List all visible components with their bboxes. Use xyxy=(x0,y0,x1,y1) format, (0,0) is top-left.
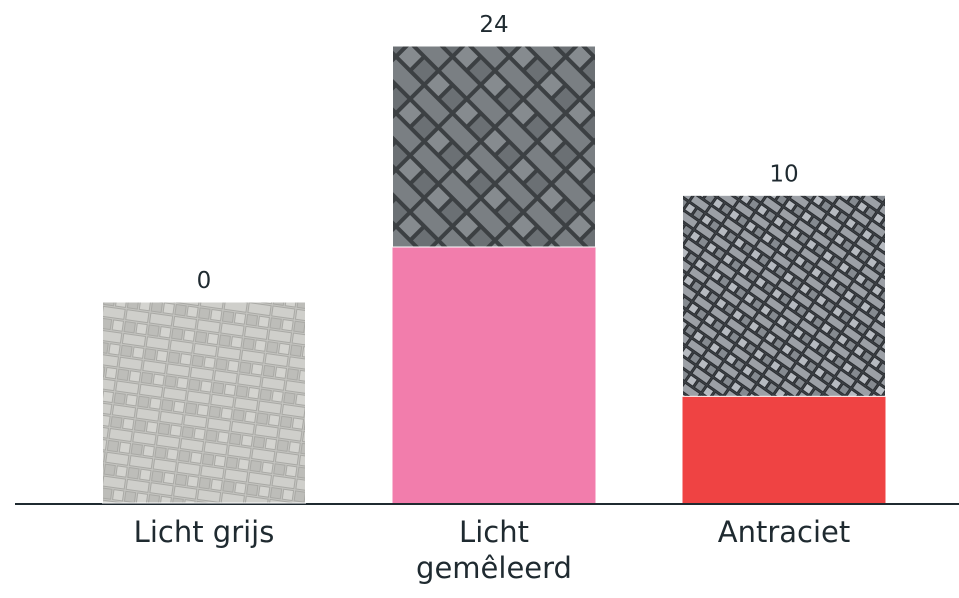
bar xyxy=(682,396,886,503)
bar-image xyxy=(102,301,306,504)
bar xyxy=(392,247,596,503)
bar-image xyxy=(392,45,596,248)
category-label: Antraciet xyxy=(717,515,851,549)
category-label: Licht gemêleerd xyxy=(416,515,572,585)
value-label: 24 xyxy=(479,12,508,38)
bar-image xyxy=(682,194,886,397)
value-label: 10 xyxy=(769,161,798,187)
category-label: Licht grijs xyxy=(133,515,275,549)
value-label: 0 xyxy=(197,268,212,294)
